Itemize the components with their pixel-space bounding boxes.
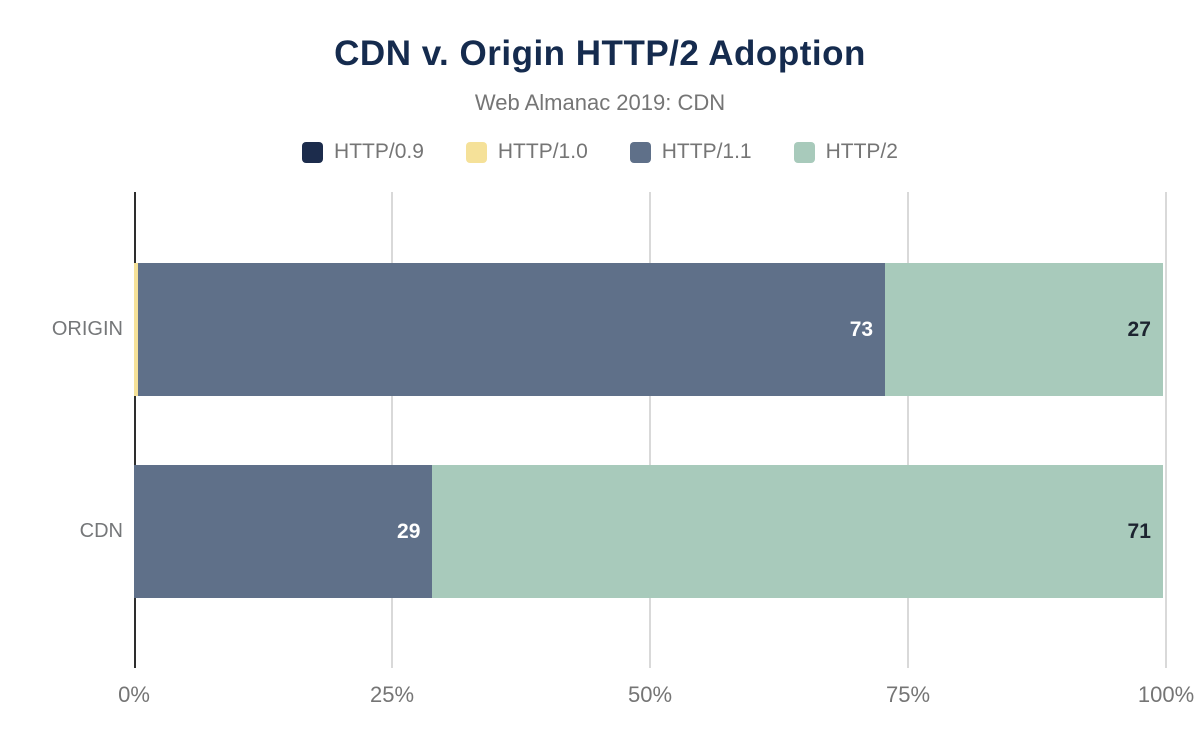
value-label-cdn-http2: 71 <box>1127 519 1151 543</box>
value-label-origin-http11: 73 <box>849 317 874 341</box>
legend-label-http10: HTTP/1.0 <box>497 140 588 163</box>
legend-item-http10: HTTP/1.0 <box>465 140 588 164</box>
legend-swatch-http2 <box>793 141 815 163</box>
chart-subtitle: Web Almanac 2019: CDN <box>474 90 726 115</box>
category-label-origin: ORIGIN <box>51 318 123 340</box>
x-tick-label-75: 75% <box>885 682 931 707</box>
value-label-cdn-http11: 29 <box>397 519 421 543</box>
legend-label-http2: HTTP/2 <box>825 140 898 163</box>
chart-title: CDN v. Origin HTTP/2 Adoption <box>334 34 866 73</box>
gridline-50 <box>649 192 651 668</box>
bar-segment-origin-http11: 73 <box>138 263 886 396</box>
legend-label-http09: HTTP/0.9 <box>334 140 424 163</box>
bar-segment-origin-http10 <box>134 263 139 396</box>
gridline-25 <box>391 192 393 668</box>
bar-segment-cdn-http11: 29 <box>134 465 433 598</box>
legend-swatch-http11 <box>629 141 651 163</box>
y-axis-line <box>134 192 136 668</box>
legend-item-http11: HTTP/1.1 <box>629 140 752 164</box>
legend-item-http2: HTTP/2 <box>793 140 898 164</box>
bar-segment-origin-http2: 27 <box>885 263 1163 396</box>
gridline-100 <box>1165 192 1167 668</box>
category-label-cdn: CDN <box>79 520 123 542</box>
plot-area: ORIGIN CDN 73 27 29 71 0% 25% 50% 75% <box>52 192 1194 707</box>
x-tick-label-50: 50% <box>627 682 673 707</box>
gridline-75 <box>907 192 909 668</box>
legend: HTTP/0.9 HTTP/1.0 HTTP/1.1 HTTP/2 <box>0 140 1200 164</box>
legend-swatch-http10 <box>465 141 487 163</box>
x-tick-label-25: 25% <box>369 682 415 707</box>
bar-cdn: 29 71 <box>134 465 1163 598</box>
x-tick-label-0: 0% <box>118 682 150 707</box>
legend-item-http09: HTTP/0.9 <box>302 140 424 164</box>
bar-origin: 73 27 <box>134 263 1163 396</box>
legend-swatch-http09 <box>302 141 324 163</box>
legend-label-http11: HTTP/1.1 <box>661 140 752 163</box>
x-tick-label-100: 100% <box>1137 682 1195 707</box>
value-label-origin-http2: 27 <box>1127 317 1151 341</box>
bar-segment-cdn-http2: 71 <box>432 465 1163 598</box>
